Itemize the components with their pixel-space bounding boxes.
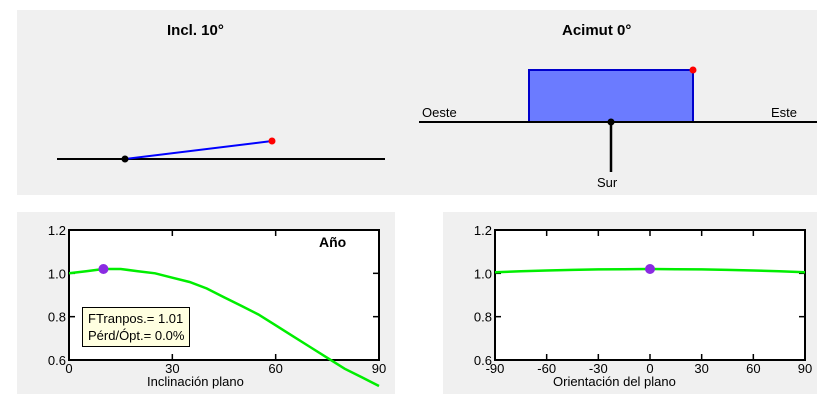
- y-tick-label: 1.0: [48, 266, 66, 281]
- x-tick-label: 0: [646, 361, 653, 376]
- azimuth-title: Acimut 0°: [562, 22, 632, 39]
- x-tick-label: 0: [65, 361, 72, 376]
- x-axis-title: Inclinación plano: [147, 374, 244, 389]
- orientation-diagram: [57, 66, 817, 172]
- panel-tilt-line: [124, 140, 273, 160]
- loss-vs-optimum: Pérd/Ópt.= 0.0%: [88, 328, 185, 343]
- east-label: Este: [771, 105, 798, 120]
- west-label: Oeste: [422, 105, 457, 120]
- x-tick-label: -60: [537, 361, 556, 376]
- x-tick-label: 60: [746, 361, 760, 376]
- y-tick-label: 1.0: [474, 266, 492, 281]
- south-label: Sur: [597, 175, 618, 190]
- x-tick-label: 30: [694, 361, 708, 376]
- y-tick-label: 0.6: [474, 353, 492, 368]
- azimuth-pivot: [607, 118, 615, 126]
- azimuth-tip-point[interactable]: [689, 66, 697, 74]
- y-tick-label: 0.6: [48, 353, 66, 368]
- x-tick-label: -90: [486, 361, 505, 376]
- plot-area: [494, 229, 806, 361]
- y-tick-label: 1.2: [48, 223, 66, 238]
- current-value-marker: [98, 264, 109, 274]
- inclination-chart: 1.2 1.0 0.8 0.60 30 60 90: [48, 223, 386, 388]
- x-axis-title: Orientación del plano: [553, 374, 676, 389]
- inclination-title: Incl. 10°: [167, 22, 224, 39]
- inclination-chart-panel: 1.2 1.0 0.8 0.6 0 30 60 90 Año FTranpos.= 1.01 …: [17, 212, 395, 394]
- panel-rectangle: [528, 69, 694, 123]
- y-tick-label: 0.8: [474, 310, 492, 325]
- x-tick-label: 30: [165, 361, 179, 376]
- orientation-panel: Incl. 10° Acimut 0° Oeste Este Sur: [17, 10, 817, 195]
- transposition-factor: FTranpos.= 1.01: [88, 311, 184, 326]
- y-tick-label: 0.8: [48, 310, 66, 325]
- azimuth-chart-panel: 1.2 1.0 0.8 0.6 -90 -60 -30 0 30 60 90 Orientación…: [443, 212, 817, 394]
- x-tick-label: -30: [589, 361, 608, 376]
- y-tick-label: 1.2: [474, 223, 492, 238]
- chart-annotation-year: Año: [319, 234, 347, 250]
- x-tick-label: 90: [798, 361, 812, 376]
- series-line: [69, 267, 380, 388]
- loss-legend: FTranpos.= 1.01 Pérd/Ópt.= 0.0%: [82, 307, 191, 347]
- pivot-point: [121, 155, 129, 163]
- azimuth-chart: 1.2 1.0 0.8 0.6-90 -60 -30 0 30 60 90: [474, 223, 812, 376]
- x-tick-label: 60: [268, 361, 282, 376]
- current-value-marker: [645, 264, 655, 274]
- x-tick-label: 90: [372, 361, 386, 376]
- panel-tip-point[interactable]: [268, 137, 276, 145]
